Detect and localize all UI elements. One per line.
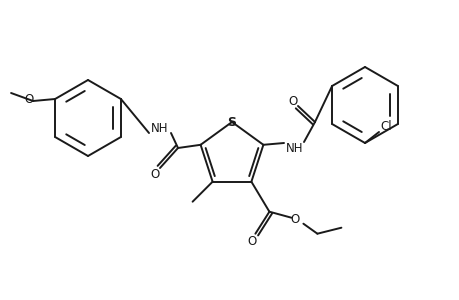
Text: S: S [227, 116, 236, 128]
Text: NH: NH [151, 122, 168, 134]
Text: O: O [247, 235, 257, 248]
Text: NH: NH [285, 142, 303, 154]
Text: O: O [24, 92, 34, 106]
Text: O: O [288, 94, 297, 107]
Text: O: O [150, 169, 159, 182]
Text: Cl: Cl [379, 119, 391, 133]
Text: O: O [290, 213, 299, 226]
